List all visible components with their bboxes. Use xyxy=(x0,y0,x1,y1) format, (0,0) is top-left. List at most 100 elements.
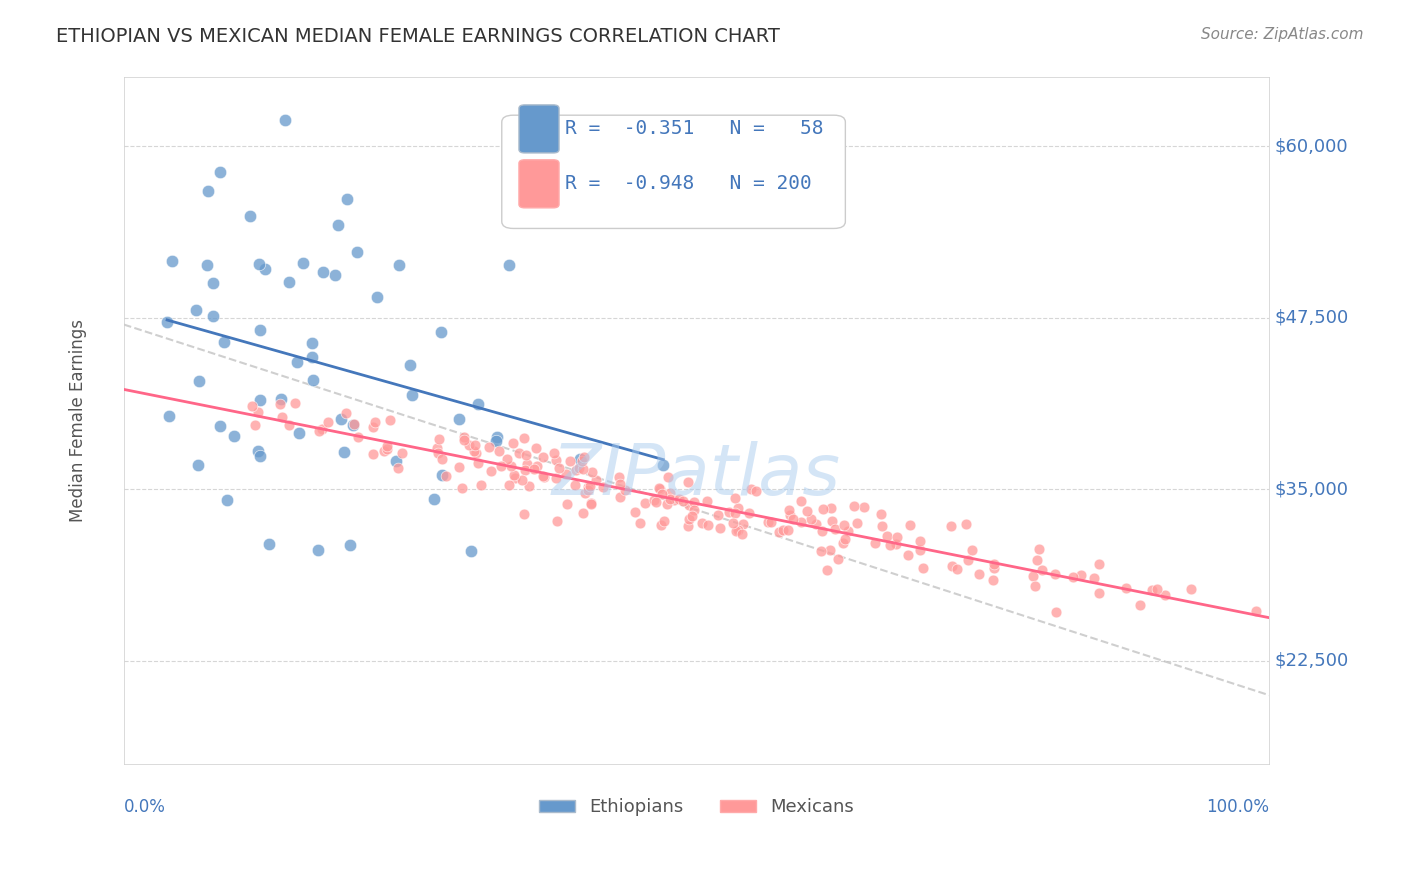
Point xyxy=(810,544,832,558)
Point xyxy=(558,454,581,468)
Point xyxy=(197,258,219,272)
Point xyxy=(648,482,671,496)
Point xyxy=(709,521,731,535)
Point xyxy=(427,432,450,446)
Point xyxy=(391,446,413,460)
Point xyxy=(1087,586,1109,600)
Point xyxy=(366,290,388,304)
Point xyxy=(571,454,593,468)
Point xyxy=(579,495,602,509)
Point xyxy=(517,479,540,493)
Point xyxy=(572,506,595,520)
Point xyxy=(450,482,472,496)
Point xyxy=(430,467,453,482)
Point xyxy=(463,444,485,458)
Point xyxy=(546,514,568,528)
Point xyxy=(683,495,706,509)
Point xyxy=(449,460,471,475)
Point xyxy=(821,514,844,528)
Point xyxy=(485,434,508,448)
Point xyxy=(678,498,700,512)
Point xyxy=(246,444,269,458)
Text: R =  -0.948   N = 200: R = -0.948 N = 200 xyxy=(565,174,811,194)
Point xyxy=(576,483,599,498)
Point xyxy=(503,468,526,483)
Point xyxy=(488,443,510,458)
Point xyxy=(820,500,842,515)
Point xyxy=(678,512,700,526)
Point xyxy=(733,516,755,531)
Point xyxy=(789,515,811,529)
Point xyxy=(249,257,271,271)
Point xyxy=(981,573,1004,587)
Point xyxy=(810,524,832,538)
Point xyxy=(249,323,271,337)
Point xyxy=(401,387,423,401)
Point xyxy=(312,265,335,279)
Point xyxy=(1140,582,1163,597)
Point xyxy=(657,496,679,510)
Point xyxy=(184,303,207,318)
Point xyxy=(912,561,935,575)
Point xyxy=(524,441,547,455)
Point xyxy=(485,430,508,444)
Point xyxy=(270,392,292,406)
Point xyxy=(489,458,512,473)
Point xyxy=(1021,568,1043,582)
Point xyxy=(779,508,801,522)
Point xyxy=(1062,570,1084,584)
Point xyxy=(364,416,387,430)
Point xyxy=(576,480,599,494)
Point xyxy=(592,480,614,494)
Point xyxy=(287,425,309,440)
Point xyxy=(1129,598,1152,612)
Point xyxy=(316,415,339,429)
Point xyxy=(301,373,323,387)
Point xyxy=(651,487,673,501)
Point xyxy=(375,438,398,452)
Text: ZIPatlas: ZIPatlas xyxy=(553,441,841,510)
Point xyxy=(531,469,554,483)
Point xyxy=(501,458,523,473)
Point xyxy=(508,446,530,460)
Point xyxy=(624,506,647,520)
Point xyxy=(510,473,533,487)
Point xyxy=(827,551,849,566)
Point xyxy=(607,469,630,483)
FancyBboxPatch shape xyxy=(519,160,560,208)
Point xyxy=(724,506,747,520)
Text: 0.0%: 0.0% xyxy=(124,798,166,816)
Point xyxy=(505,471,527,485)
Point xyxy=(1031,563,1053,577)
Point xyxy=(278,418,301,433)
Point xyxy=(336,192,359,206)
Point xyxy=(983,560,1005,574)
Point xyxy=(284,395,307,409)
Point xyxy=(568,461,591,475)
Point xyxy=(727,523,749,537)
Point xyxy=(555,467,578,481)
Point xyxy=(426,441,449,455)
Point xyxy=(644,494,666,508)
Point xyxy=(1146,582,1168,597)
Point xyxy=(834,532,856,546)
Point xyxy=(837,524,859,539)
Point xyxy=(852,500,875,515)
Point xyxy=(363,447,385,461)
Point xyxy=(307,542,329,557)
Point xyxy=(568,451,591,466)
Point xyxy=(533,470,555,484)
Point xyxy=(870,508,893,522)
Point xyxy=(832,518,855,533)
Point xyxy=(429,325,451,339)
Point xyxy=(467,397,489,411)
Point xyxy=(333,445,356,459)
Text: $22,500: $22,500 xyxy=(1275,652,1350,670)
Point xyxy=(464,438,486,452)
Point xyxy=(498,258,520,272)
Point xyxy=(385,454,408,468)
Point xyxy=(609,490,631,504)
Point xyxy=(578,479,600,493)
Point xyxy=(957,552,980,566)
Point xyxy=(361,420,384,434)
